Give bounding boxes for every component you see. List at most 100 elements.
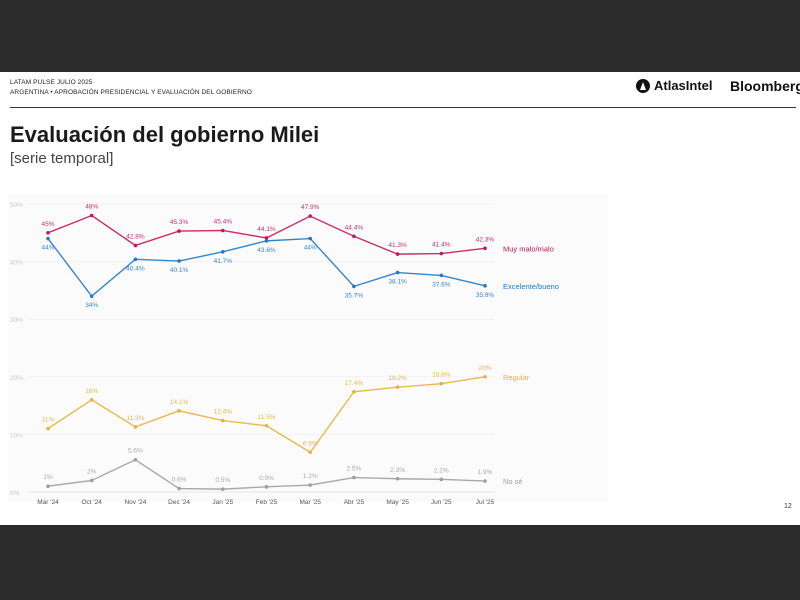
data-label: 11% [42,417,55,424]
data-label: 14.1% [170,399,189,406]
data-label: 43.6% [257,247,276,254]
data-point [439,251,444,256]
data-point [46,426,50,431]
data-point [264,239,269,243]
data-point [483,479,487,483]
data-point [221,487,225,491]
data-label: 44% [41,245,54,252]
header-line-2: ARGENTINA • APROBACIÓN PRESIDENCIAL Y EV… [10,89,252,96]
data-point [46,236,50,241]
data-point [439,381,444,386]
y-tick-label: 30% [10,317,23,324]
x-tick-label: Jan '25 [212,499,233,506]
data-label: 18.8% [432,372,451,379]
header-line-1: LATAM PULSE JULIO 2025 [10,79,93,86]
data-label: 2% [87,468,97,475]
data-label: 11.5% [258,414,276,421]
data-label: 2.2% [434,467,449,474]
data-label: 0.5% [215,477,230,484]
data-point [352,284,356,289]
x-tick-label: Mar '24 [37,499,59,506]
data-label: 44.4% [345,224,364,231]
data-label: 2.3% [390,467,405,474]
data-point [308,236,313,241]
data-label: 34% [85,302,98,309]
data-label: 37.6% [432,281,451,288]
data-label: 45.4% [214,218,233,225]
x-tick-label: Oct '24 [82,499,103,506]
data-label: 20% [478,365,491,372]
data-point [352,389,356,394]
data-point [308,483,313,487]
y-tick-label: 0% [10,490,20,497]
line-chart: 0% 10% 20% 30% 40% 50% Mar '24 Oct '24 Nov '24 De… [8,194,608,506]
data-label: 40.1% [170,267,189,274]
data-label: 17.4% [345,380,364,387]
page-title: Evaluación del gobierno Milei [10,122,320,147]
data-point [308,214,313,218]
series-name-label: Muy malo/malo [503,244,554,253]
series-name-label: No sé [503,477,523,486]
x-tick-label: Nov '24 [124,499,146,506]
data-label: 44.1% [257,226,276,233]
data-label: 5.6% [128,448,143,455]
data-label: 18.2% [388,375,407,382]
data-point [264,236,269,240]
header-divider [10,107,796,108]
data-label: 48% [85,204,98,211]
data-point [133,457,138,462]
series-name-label: Regular [503,373,530,382]
data-label: 47.9% [301,204,320,211]
y-tick-label: 50% [10,202,23,209]
x-tick-label: Jul '25 [476,499,495,506]
data-point [395,252,400,256]
data-point [483,246,487,251]
bloomberg-logo: Bloomberg [730,78,800,94]
data-point [439,477,444,482]
data-point [133,425,138,429]
data-point [89,294,94,298]
data-point [439,273,444,278]
data-point [46,484,50,489]
data-label: 35.8% [476,292,495,299]
data-point [483,375,487,379]
data-point [89,478,94,483]
data-point [221,418,225,423]
data-point [177,229,181,233]
data-label: 40.4% [126,265,145,272]
data-label: 41.4% [432,242,451,249]
data-point [352,475,356,480]
data-label: 35.7% [345,292,364,299]
data-point [395,385,400,389]
data-label: 1.9% [478,469,493,476]
data-label: 1% [43,474,53,481]
x-tick-label: Mar '25 [299,499,321,506]
y-tick-label: 10% [10,432,23,439]
page-number: 12 [784,503,792,510]
series-name-label: Excelente/bueno [503,282,559,291]
data-label: 42.8% [126,233,145,240]
data-point [221,228,225,233]
data-label: 6.9% [303,440,318,447]
data-point [395,476,400,481]
slide-header: LATAM PULSE JULIO 2025 ARGENTINA • APROB… [10,78,252,98]
data-point [177,259,181,263]
y-tick-label: 40% [10,260,23,267]
data-label: 0.6% [172,477,187,484]
data-point [133,243,138,248]
data-label: 45% [41,221,54,228]
data-point [89,398,94,402]
data-point [89,213,94,218]
y-tick-label: 20% [10,375,23,382]
data-point [177,486,181,491]
data-label: 44% [304,245,317,252]
data-label: 12.4% [214,409,233,416]
data-label: 1.2% [303,473,318,480]
data-label: 42.3% [476,236,495,243]
data-point [352,234,356,239]
x-tick-label: May '25 [386,499,409,506]
data-label: 11.3% [126,415,144,422]
data-label: 38.1% [388,279,407,286]
data-point [395,270,400,275]
x-tick-label: Abr '25 [344,499,365,506]
